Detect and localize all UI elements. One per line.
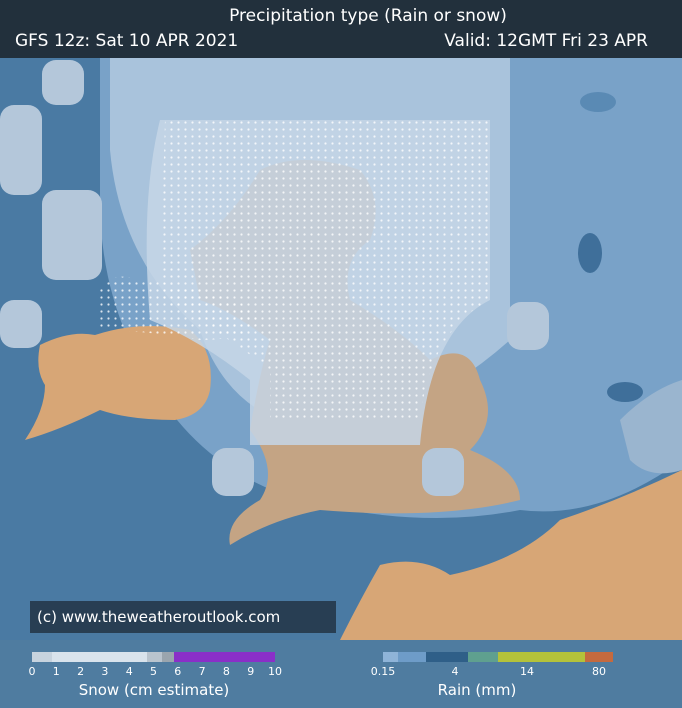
legend-tick-label: 14 bbox=[520, 665, 534, 678]
legend-area bbox=[0, 640, 682, 708]
heavy-rain bbox=[578, 233, 602, 273]
legend-tick-label: 4 bbox=[126, 665, 133, 678]
snow-legend-label: Snow (cm estimate) bbox=[79, 681, 230, 699]
copyright: (c) www.theweatheroutlook.com bbox=[37, 608, 280, 626]
header-bar bbox=[0, 0, 682, 58]
header-run: GFS 12z: Sat 10 APR 2021 bbox=[15, 31, 238, 51]
legend-tick-label: 80 bbox=[592, 665, 606, 678]
snow-colorbar bbox=[32, 652, 275, 662]
rain-patch bbox=[42, 60, 84, 105]
rain-patch bbox=[0, 300, 42, 348]
rain-patch bbox=[42, 190, 102, 280]
rain-legend-label: Rain (mm) bbox=[438, 681, 517, 699]
land-lowcountries bbox=[620, 380, 682, 474]
legend-tick-label: 3 bbox=[101, 665, 108, 678]
legend-tick-label: 5 bbox=[150, 665, 157, 678]
rain-patch bbox=[212, 448, 254, 496]
legend-ticks: 0 1 2 3 4 5 6 7 8 9 10 0.15 4 14 80 bbox=[29, 665, 607, 678]
header-title: Precipitation type (Rain or snow) bbox=[229, 6, 507, 26]
land-ireland bbox=[25, 326, 211, 440]
legend-tick-label: 0 bbox=[29, 665, 36, 678]
header-valid: Valid: 12GMT Fri 23 APR bbox=[444, 31, 648, 51]
snow-dots bbox=[160, 120, 490, 420]
legend-tick-label: 8 bbox=[223, 665, 230, 678]
rain-patch bbox=[0, 105, 42, 195]
legend-tick-label: 2 bbox=[77, 665, 84, 678]
legend-tick-label: 1 bbox=[53, 665, 60, 678]
rain-patch bbox=[422, 448, 464, 496]
snow-dots-ireland bbox=[100, 276, 260, 340]
legend-tick-label: 10 bbox=[268, 665, 282, 678]
legend-tick-label: 7 bbox=[199, 665, 206, 678]
copyright-box bbox=[30, 601, 336, 633]
land-france bbox=[340, 470, 682, 640]
legend-tick-label: 6 bbox=[174, 665, 181, 678]
legend-tick-label: 4 bbox=[452, 665, 459, 678]
heavy-rain bbox=[607, 382, 643, 402]
legend-tick-label: 9 bbox=[247, 665, 254, 678]
heavy-rain bbox=[580, 92, 616, 112]
rain-patch bbox=[507, 302, 549, 350]
legend-tick-label: 0.15 bbox=[371, 665, 396, 678]
rain-colorbar bbox=[383, 652, 613, 662]
